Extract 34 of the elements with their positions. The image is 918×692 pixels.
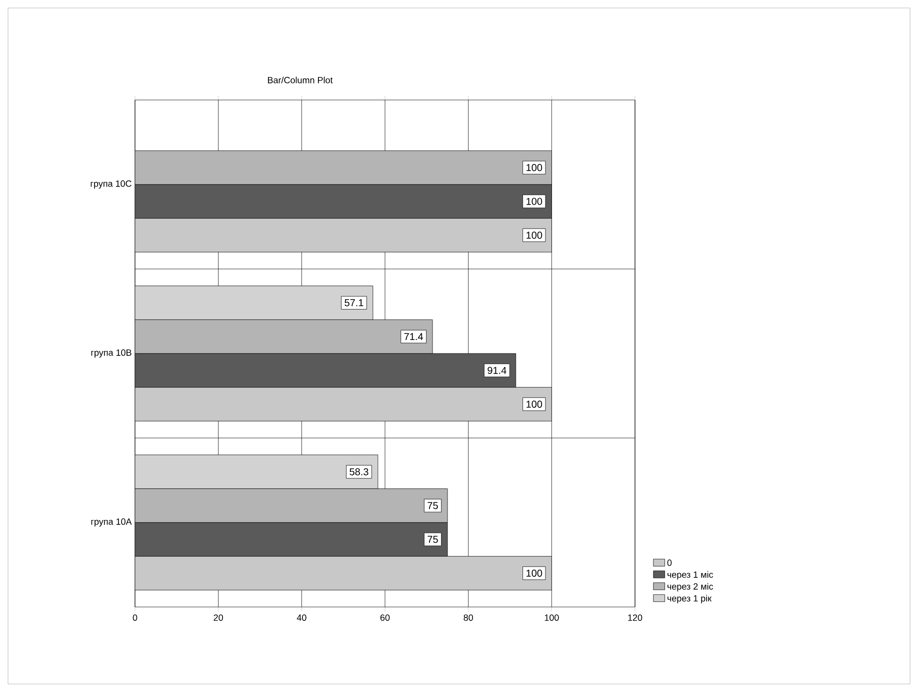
legend-label: через 2 міс [668, 583, 714, 592]
data-label: 57.1 [344, 299, 364, 306]
data-label: 58.3 [350, 468, 368, 476]
chart-title: Bar/Column Plot [268, 76, 333, 84]
x-tick-label: 80 [464, 614, 473, 621]
legend-label: через 1 міс [668, 571, 714, 580]
bar [135, 556, 552, 590]
x-tick-label: 120 [628, 614, 642, 621]
data-label: 91.4 [488, 366, 506, 374]
y-tick-label: група 10C [90, 180, 132, 189]
data-label: 100 [526, 232, 542, 239]
data-label: 71.4 [404, 333, 424, 340]
bar [135, 319, 433, 354]
legend-label: через 1 рік [668, 594, 712, 604]
legend-label: 0 [667, 560, 672, 566]
bar [135, 218, 552, 252]
data-label: 100 [526, 570, 542, 577]
y-tick-label: група 10A [91, 518, 132, 527]
bar [135, 387, 552, 422]
data-label: 100 [526, 198, 542, 205]
x-tick-label: 60 [380, 614, 390, 621]
bar [135, 286, 374, 320]
x-tick-label: 0 [132, 614, 138, 621]
x-tick-label: 20 [214, 614, 223, 621]
data-label: 100 [526, 164, 542, 172]
data-label: 75 [428, 502, 438, 510]
bar [135, 454, 378, 489]
x-tick-label: 40 [296, 614, 306, 621]
data-label: 75 [428, 536, 438, 543]
y-tick-label: група 10B [91, 349, 132, 358]
data-label: 100 [526, 400, 542, 408]
bar [135, 150, 552, 185]
bar [135, 488, 448, 523]
x-tick-label: 100 [544, 614, 559, 621]
